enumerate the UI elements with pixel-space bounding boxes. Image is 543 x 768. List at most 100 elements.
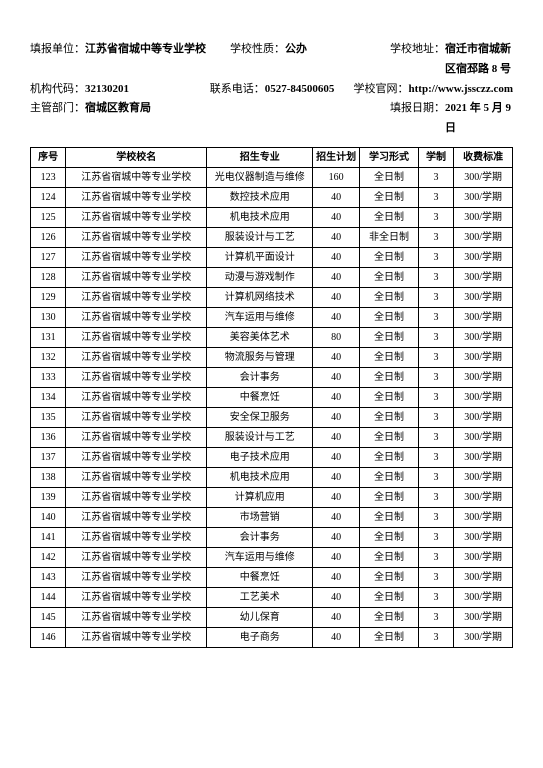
table-cell: 3	[418, 267, 453, 287]
table-cell: 40	[313, 367, 360, 387]
table-cell: 电子商务	[207, 627, 313, 647]
table-cell: 中餐烹饪	[207, 387, 313, 407]
table-cell: 工艺美术	[207, 587, 313, 607]
table-cell: 江苏省宿城中等专业学校	[66, 247, 207, 267]
col-form-header: 学习形式	[360, 147, 419, 167]
table-cell: 160	[313, 167, 360, 187]
table-cell: 300/学期	[454, 347, 513, 367]
table-cell: 3	[418, 367, 453, 387]
table-cell: 江苏省宿城中等专业学校	[66, 207, 207, 227]
table-cell: 江苏省宿城中等专业学校	[66, 287, 207, 307]
table-cell: 3	[418, 527, 453, 547]
table-cell: 全日制	[360, 247, 419, 267]
table-cell: 300/学期	[454, 247, 513, 267]
header-label: 学校性质：	[230, 40, 285, 80]
table-cell: 40	[313, 587, 360, 607]
table-cell: 137	[31, 447, 66, 467]
table-cell: 300/学期	[454, 327, 513, 347]
header-row-1: 填报单位：江苏省宿城中等专业学校 学校性质：公办 学校地址：宿迁市宿城新区宿邳路…	[30, 40, 513, 80]
table-cell: 127	[31, 247, 66, 267]
table-cell: 300/学期	[454, 167, 513, 187]
table-cell: 40	[313, 247, 360, 267]
table-cell: 江苏省宿城中等专业学校	[66, 507, 207, 527]
table-cell: 40	[313, 347, 360, 367]
col-seq-header: 序号	[31, 147, 66, 167]
header-value: http://www.jssczz.com	[409, 80, 513, 100]
header-label: 学校官网：	[354, 80, 409, 100]
table-row: 144江苏省宿城中等专业学校工艺美术40全日制3300/学期	[31, 587, 513, 607]
table-cell: 全日制	[360, 447, 419, 467]
header-row-2: 机构代码：32130201 联系电话：0527-84500605 学校官网：ht…	[30, 80, 513, 100]
table-cell: 会计事务	[207, 367, 313, 387]
table-cell: 江苏省宿城中等专业学校	[66, 427, 207, 447]
table-cell: 136	[31, 427, 66, 447]
table-row: 143江苏省宿城中等专业学校中餐烹饪40全日制3300/学期	[31, 567, 513, 587]
table-cell: 123	[31, 167, 66, 187]
table-cell: 汽车运用与维修	[207, 307, 313, 327]
table-cell: 3	[418, 587, 453, 607]
table-cell: 电子技术应用	[207, 447, 313, 467]
table-cell: 全日制	[360, 507, 419, 527]
table-cell: 40	[313, 467, 360, 487]
table-cell: 江苏省宿城中等专业学校	[66, 607, 207, 627]
table-cell: 135	[31, 407, 66, 427]
table-cell: 3	[418, 387, 453, 407]
table-cell: 江苏省宿城中等专业学校	[66, 327, 207, 347]
table-cell: 光电仪器制造与维修	[207, 167, 313, 187]
header-label: 学校地址：	[390, 40, 445, 80]
col-plan-header: 招生计划	[313, 147, 360, 167]
header-label: 联系电话：	[210, 80, 265, 100]
table-cell: 40	[313, 387, 360, 407]
table-cell: 300/学期	[454, 407, 513, 427]
table-cell: 全日制	[360, 187, 419, 207]
header-value: 32130201	[85, 80, 129, 100]
table-row: 129江苏省宿城中等专业学校计算机网络技术40全日制3300/学期	[31, 287, 513, 307]
table-cell: 全日制	[360, 487, 419, 507]
table-cell: 计算机平面设计	[207, 247, 313, 267]
table-cell: 全日制	[360, 527, 419, 547]
table-cell: 133	[31, 367, 66, 387]
table-cell: 300/学期	[454, 587, 513, 607]
table-header-row: 序号 学校校名 招生专业 招生计划 学习形式 学制 收费标准	[31, 147, 513, 167]
col-fee-header: 收费标准	[454, 147, 513, 167]
table-cell: 40	[313, 407, 360, 427]
table-cell: 全日制	[360, 167, 419, 187]
table-cell: 3	[418, 167, 453, 187]
table-cell: 141	[31, 527, 66, 547]
table-cell: 江苏省宿城中等专业学校	[66, 547, 207, 567]
header-label: 机构代码：	[30, 80, 85, 100]
table-cell: 江苏省宿城中等专业学校	[66, 387, 207, 407]
table-row: 138江苏省宿城中等专业学校机电技术应用40全日制3300/学期	[31, 467, 513, 487]
table-cell: 江苏省宿城中等专业学校	[66, 187, 207, 207]
table-cell: 汽车运用与维修	[207, 547, 313, 567]
table-cell: 全日制	[360, 607, 419, 627]
table-cell: 300/学期	[454, 427, 513, 447]
table-row: 125江苏省宿城中等专业学校机电技术应用40全日制3300/学期	[31, 207, 513, 227]
table-cell: 江苏省宿城中等专业学校	[66, 407, 207, 427]
table-cell: 300/学期	[454, 607, 513, 627]
table-cell: 40	[313, 227, 360, 247]
table-cell: 300/学期	[454, 547, 513, 567]
col-system-header: 学制	[418, 147, 453, 167]
table-row: 126江苏省宿城中等专业学校服装设计与工艺40非全日制3300/学期	[31, 227, 513, 247]
header-block: 填报单位：江苏省宿城中等专业学校 学校性质：公办 学校地址：宿迁市宿城新区宿邳路…	[30, 40, 513, 139]
table-cell: 机电技术应用	[207, 207, 313, 227]
table-cell: 40	[313, 187, 360, 207]
table-cell: 全日制	[360, 267, 419, 287]
table-cell: 130	[31, 307, 66, 327]
table-row: 139江苏省宿城中等专业学校计算机应用40全日制3300/学期	[31, 487, 513, 507]
table-row: 141江苏省宿城中等专业学校会计事务40全日制3300/学期	[31, 527, 513, 547]
table-cell: 全日制	[360, 287, 419, 307]
table-cell: 40	[313, 607, 360, 627]
table-cell: 全日制	[360, 407, 419, 427]
table-cell: 3	[418, 507, 453, 527]
table-cell: 计算机网络技术	[207, 287, 313, 307]
table-cell: 3	[418, 467, 453, 487]
table-cell: 138	[31, 467, 66, 487]
table-cell: 幼儿保育	[207, 607, 313, 627]
table-row: 146江苏省宿城中等专业学校电子商务40全日制3300/学期	[31, 627, 513, 647]
table-row: 142江苏省宿城中等专业学校汽车运用与维修40全日制3300/学期	[31, 547, 513, 567]
table-cell: 3	[418, 307, 453, 327]
table-cell: 300/学期	[454, 307, 513, 327]
table-cell: 300/学期	[454, 467, 513, 487]
